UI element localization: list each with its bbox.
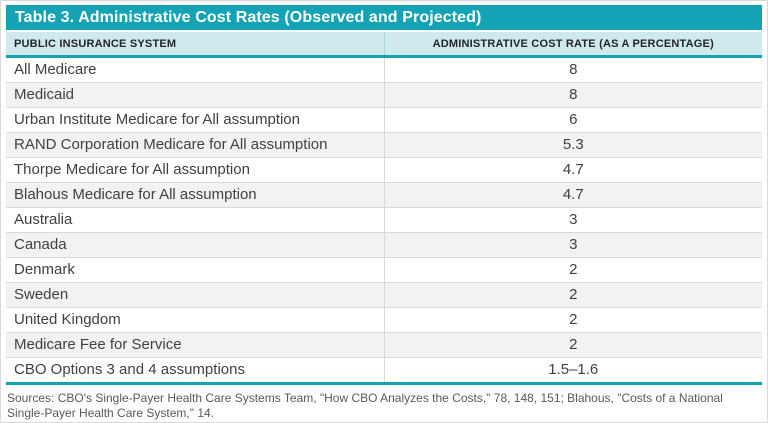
- rate-cell: 3: [384, 207, 762, 233]
- table-row: All Medicare 8: [6, 56, 762, 83]
- rate-cell: 6: [384, 107, 762, 133]
- system-cell: Sweden: [6, 282, 385, 308]
- system-cell: Australia: [6, 207, 385, 233]
- table-row: Denmark 2: [6, 257, 762, 283]
- system-cell: United Kingdom: [6, 307, 385, 333]
- system-cell: Medicare Fee for Service: [6, 332, 385, 358]
- sources-note: Sources: CBO's Single-Payer Health Care …: [7, 391, 723, 420]
- system-cell: Thorpe Medicare for All assumption: [6, 157, 385, 183]
- admin-cost-rates-table: PUBLIC INSURANCE SYSTEM ADMINISTRATIVE C…: [6, 32, 762, 385]
- column-header-system: PUBLIC INSURANCE SYSTEM: [6, 32, 385, 58]
- table-title-bar: Table 3. Administrative Cost Rates (Obse…: [6, 5, 762, 30]
- system-cell: Blahous Medicare for All assumption: [6, 182, 385, 208]
- rate-cell: 2: [384, 332, 762, 358]
- table-row: Canada 3: [6, 232, 762, 258]
- table-title: Table 3. Administrative Cost Rates (Obse…: [15, 8, 482, 26]
- system-cell: All Medicare: [6, 56, 385, 83]
- rate-cell: 5.3: [384, 132, 762, 158]
- system-cell: Canada: [6, 232, 385, 258]
- header-row: PUBLIC INSURANCE SYSTEM ADMINISTRATIVE C…: [6, 32, 762, 58]
- table-row: Thorpe Medicare for All assumption 4.7: [6, 157, 762, 183]
- rate-cell: 8: [384, 56, 762, 83]
- rate-cell: 2: [384, 282, 762, 308]
- rate-cell: 4.7: [384, 182, 762, 208]
- table-row: Urban Institute Medicare for All assumpt…: [6, 107, 762, 133]
- table-header: PUBLIC INSURANCE SYSTEM ADMINISTRATIVE C…: [6, 32, 762, 58]
- table-row: Medicare Fee for Service 2: [6, 332, 762, 358]
- system-cell: Urban Institute Medicare for All assumpt…: [6, 107, 385, 133]
- system-cell: CBO Options 3 and 4 assumptions: [6, 357, 385, 385]
- rate-cell: 2: [384, 257, 762, 283]
- table-row: Blahous Medicare for All assumption 4.7: [6, 182, 762, 208]
- table-body: All Medicare 8 Medicaid 8 Urban Institute Me…: [6, 56, 762, 385]
- rate-cell: 2: [384, 307, 762, 333]
- table-row: United Kingdom 2: [6, 307, 762, 333]
- rate-cell: 4.7: [384, 157, 762, 183]
- rate-cell: 3: [384, 232, 762, 258]
- system-cell: Denmark: [6, 257, 385, 283]
- table-row: Australia 3: [6, 207, 762, 233]
- table-row: RAND Corporation Medicare for All assump…: [6, 132, 762, 158]
- table-row: CBO Options 3 and 4 assumptions 1.5–1.6: [6, 357, 762, 385]
- column-header-rate: ADMINISTRATIVE COST RATE (AS A PERCENTAG…: [384, 32, 762, 58]
- rate-cell: 8: [384, 82, 762, 108]
- system-cell: RAND Corporation Medicare for All assump…: [6, 132, 385, 158]
- table-row: Medicaid 8: [6, 82, 762, 108]
- rate-cell: 1.5–1.6: [384, 357, 762, 385]
- table-row: Sweden 2: [6, 282, 762, 308]
- system-cell: Medicaid: [6, 82, 385, 108]
